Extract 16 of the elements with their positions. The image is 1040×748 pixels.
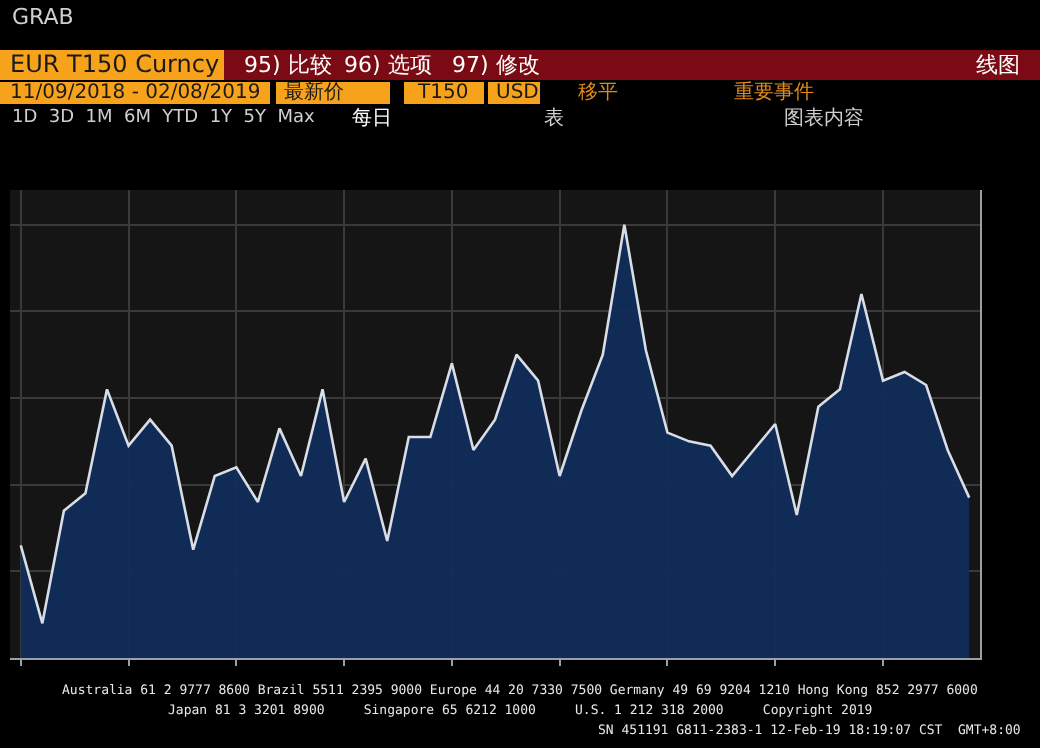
text: 每日 [352,106,392,130]
text: 1D 3D 1M 6M YTD 1Y 5Y Max [12,108,316,128]
text: 97) 修改 [452,52,540,78]
text: 95) 比较 [244,52,332,78]
text: 最新价 [284,80,344,104]
text: 线图 [976,52,1020,78]
text: T150 [416,82,469,104]
chart-title: EUR T150 Curncy [10,50,220,78]
text: 表 [544,106,564,130]
text: GRAB [12,4,74,30]
text: 移平 [578,80,618,104]
text: USD [496,82,540,104]
text: 图表内容 [784,106,864,130]
text: 重要事件 [734,80,814,104]
text: 96) 选项 [344,52,432,78]
chart-subtitle: 11/09/2018 - 02/08/2019 [10,82,261,104]
